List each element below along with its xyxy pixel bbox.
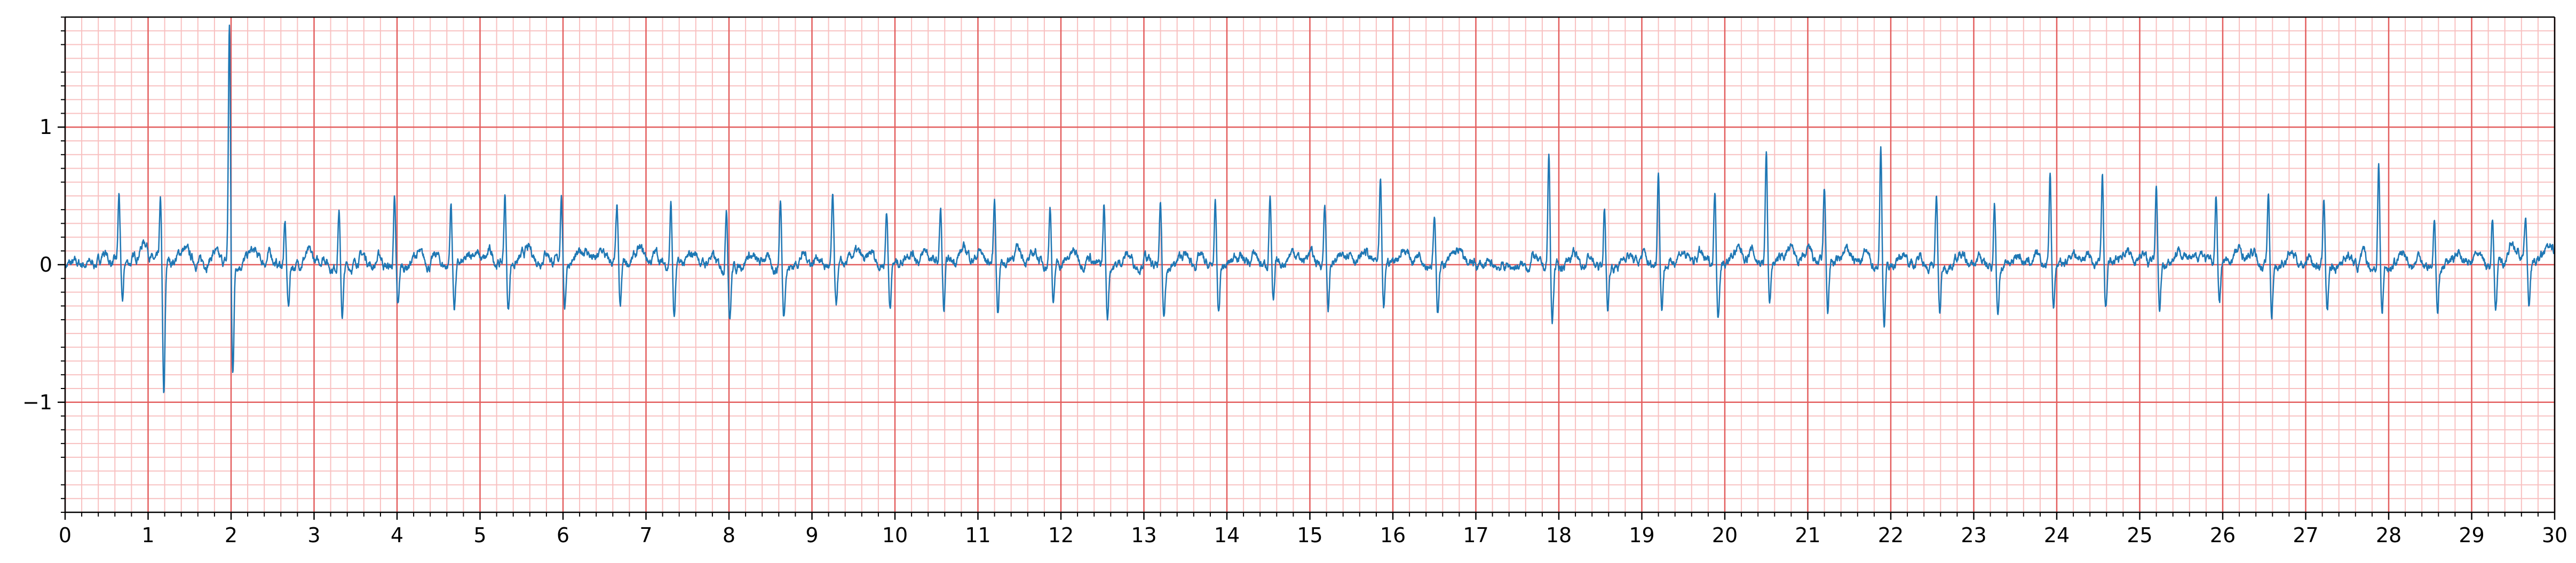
- x-tick-label: 2: [225, 524, 237, 547]
- x-tick-label: 24: [2044, 524, 2070, 547]
- ecg-trace-line: [64, 25, 2556, 393]
- x-tick-label: 22: [1878, 524, 1904, 547]
- x-tick-label: 15: [1297, 524, 1322, 547]
- x-tick-label: 21: [1795, 524, 1820, 547]
- x-tick-label: 28: [2376, 524, 2401, 547]
- x-tick-label: 4: [391, 524, 403, 547]
- ecg-trace-series: [64, 25, 2556, 393]
- x-tick-label: 17: [1463, 524, 1488, 547]
- x-tick-label: 6: [557, 524, 569, 547]
- x-tick-label: 7: [639, 524, 652, 547]
- x-tick-label: 18: [1546, 524, 1572, 547]
- x-tick-label: 25: [2127, 524, 2152, 547]
- x-tick-label: 8: [723, 524, 735, 547]
- y-tick-label: −1: [22, 391, 52, 414]
- x-tick-label: 26: [2210, 524, 2236, 547]
- x-tick-label: 27: [2293, 524, 2318, 547]
- x-tick-label: 11: [965, 524, 990, 547]
- x-tick-label: 20: [1712, 524, 1738, 547]
- x-tick-label: 12: [1048, 524, 1074, 547]
- x-tick-label: 30: [2542, 524, 2567, 547]
- x-tick-label: 19: [1629, 524, 1654, 547]
- x-tick-label: 0: [59, 524, 72, 547]
- x-axis-ticks: 0 1 2 3 4 5 6 7 8 9 10 11 12 13 14 15 16 17 18 19 20 21 22 23 24…: [59, 512, 2567, 547]
- y-axis-ticks: −1 0 1: [22, 17, 65, 513]
- x-tick-label: 16: [1380, 524, 1406, 547]
- x-tick-label: 3: [307, 524, 320, 547]
- x-tick-label: 14: [1214, 524, 1240, 547]
- x-tick-label: 29: [2459, 524, 2484, 547]
- x-tick-label: 23: [1961, 524, 1986, 547]
- y-tick-label: 1: [39, 115, 52, 139]
- x-tick-label: 5: [473, 524, 486, 547]
- x-tick-label: 1: [141, 524, 154, 547]
- x-tick-label: 9: [805, 524, 818, 547]
- x-tick-label: 13: [1131, 524, 1156, 547]
- y-tick-label: 0: [39, 253, 52, 276]
- x-tick-label: 10: [882, 524, 908, 547]
